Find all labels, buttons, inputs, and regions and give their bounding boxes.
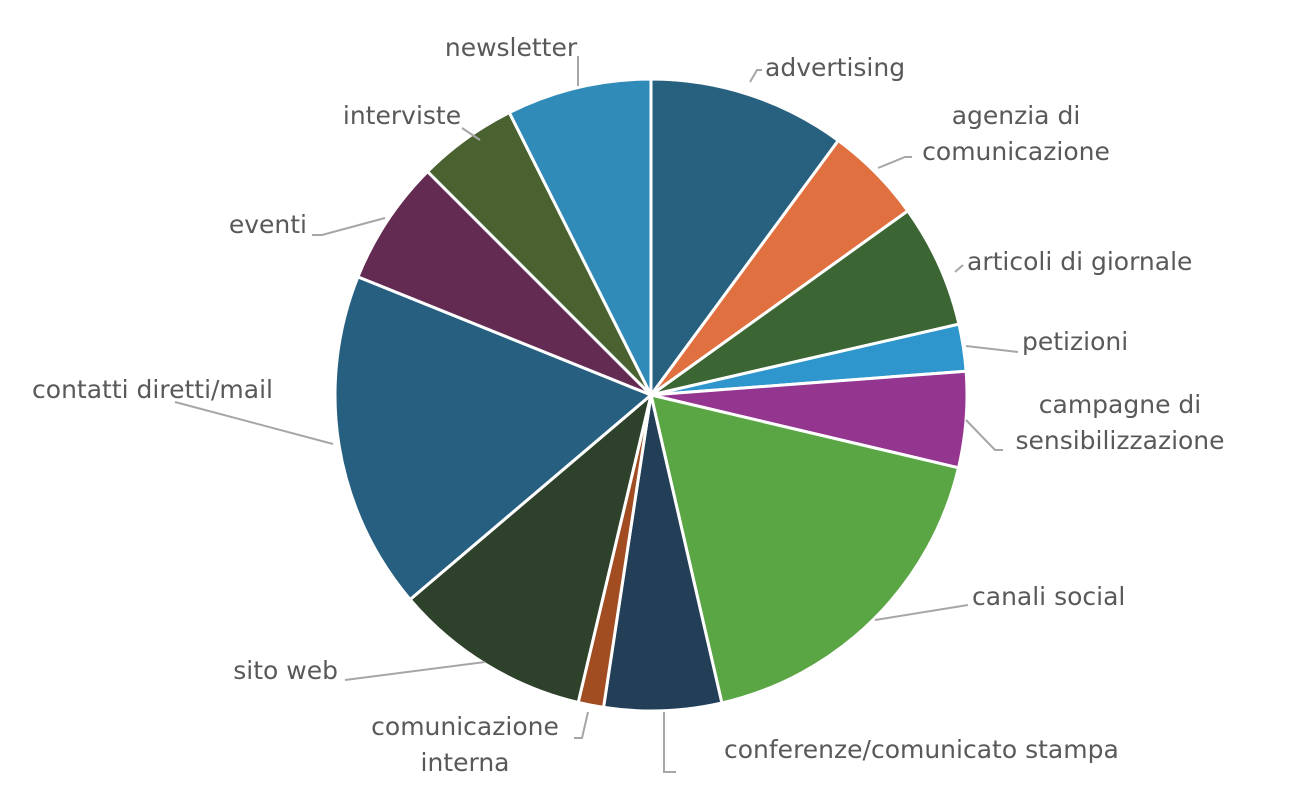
pie-slice: [601, 394, 724, 713]
slice-label: sito web: [233, 656, 338, 685]
slice-label: advertising: [765, 53, 906, 82]
pie-slice: [649, 77, 841, 400]
slice-label: articoli di giornale: [967, 247, 1193, 276]
leader-line: [312, 217, 386, 236]
leader-line: [877, 156, 912, 169]
slice-label: contatti diretti/mail: [32, 375, 273, 404]
slice-label: newsletter: [444, 33, 578, 62]
slice-label: comunicazione interna: [371, 712, 559, 777]
leader-line: [874, 604, 969, 621]
slice-label: canali social: [972, 582, 1126, 611]
leader-line: [344, 661, 486, 681]
slice-label: campagne di sensibilizzazione: [1015, 390, 1225, 455]
slice-label: interviste: [342, 101, 462, 130]
pie-slice: [355, 169, 653, 397]
leader-line: [461, 127, 481, 141]
slice-label: eventi: [228, 210, 307, 239]
pie-slice: [507, 77, 653, 396]
pie-slice: [333, 274, 654, 602]
leader-line: [663, 712, 676, 773]
slice-label: petizioni: [1022, 327, 1129, 356]
slice-label: agenzia di comunicazione: [922, 101, 1110, 166]
leader-line: [749, 69, 762, 83]
leader-line: [965, 419, 1003, 451]
pie-slice: [407, 390, 654, 705]
pie-slice: [648, 392, 961, 705]
leader-line: [574, 711, 589, 739]
slice-label: conferenze/comunicato stampa: [724, 735, 1119, 764]
leader-line: [954, 264, 964, 273]
pie-slice: [650, 208, 961, 397]
leader-line: [965, 345, 1019, 353]
leader-line: [174, 401, 334, 445]
